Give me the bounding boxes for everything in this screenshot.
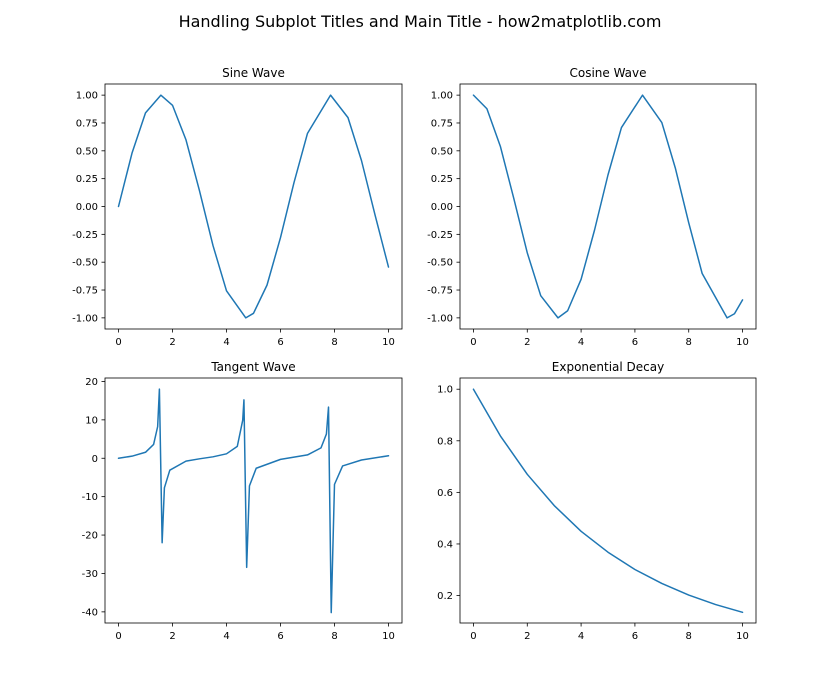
y-tick-label-cosine-1: -0.75 xyxy=(427,286,453,297)
axes-frame-tangent xyxy=(104,377,403,624)
x-tick-label-sine-2: 4 xyxy=(223,337,229,348)
y-tick-label-cosine-4: 0.00 xyxy=(431,202,453,213)
x-tick-label-sine-1: 2 xyxy=(169,337,175,348)
subplot-title-tangent: Tangent Wave xyxy=(210,360,295,374)
y-tick-label-sine-6: 0.50 xyxy=(76,146,98,157)
x-tick-label-tangent-2: 4 xyxy=(223,631,229,642)
x-tick-label-tangent-5: 10 xyxy=(382,631,395,642)
x-tick-label-sine-4: 8 xyxy=(331,337,337,348)
x-tick-label-cosine-0: 0 xyxy=(470,337,476,348)
axes-frame-exponential xyxy=(459,377,757,624)
y-tick-label-tangent-4: 0 xyxy=(92,454,98,465)
x-tick-label-tangent-3: 6 xyxy=(277,631,283,642)
series-line-sine-0 xyxy=(117,94,390,319)
y-tick-label-tangent-1: -30 xyxy=(82,569,98,580)
axes-frame-sine xyxy=(104,83,403,330)
subplot-title-exponential: Exponential Decay xyxy=(552,360,664,374)
x-tick-label-cosine-2: 4 xyxy=(578,337,584,348)
subplot-title-cosine: Cosine Wave xyxy=(569,66,646,80)
subplots-grid: Sine Wave 0 2 4 6 8 10 -1.00 -0.75 -0.50 -0.25 0.00… xyxy=(72,66,757,642)
y-tick-label-tangent-3: -10 xyxy=(82,492,98,503)
y-tick-label-sine-0: -1.00 xyxy=(72,313,98,324)
x-tick-label-tangent-1: 2 xyxy=(169,631,175,642)
y-tick-label-sine-7: 0.75 xyxy=(76,118,98,129)
x-tick-label-exponential-5: 10 xyxy=(736,631,749,642)
series-line-cosine-0 xyxy=(472,94,744,319)
x-tick-label-sine-0: 0 xyxy=(115,337,121,348)
subplot-sine: Sine Wave 0 2 4 6 8 10 -1.00 -0.75 -0.50 -0.25 0.00… xyxy=(72,66,403,348)
y-tick-label-tangent-5: 10 xyxy=(85,415,98,426)
subplot-tangent: Tangent Wave 0 2 4 6 8 10 -40 -30 -20 -10 0 10 20 xyxy=(82,360,403,642)
x-tick-label-exponential-3: 6 xyxy=(632,631,638,642)
y-tick-label-cosine-8: 1.00 xyxy=(431,91,453,102)
x-tick-label-exponential-0: 0 xyxy=(470,631,476,642)
y-tick-label-sine-4: 0.00 xyxy=(76,202,98,213)
figure-title: Handling Subplot Titles and Main Title -… xyxy=(179,12,662,31)
axes-frame-cosine xyxy=(459,83,757,330)
x-tick-label-exponential-2: 4 xyxy=(578,631,584,642)
y-tick-label-sine-8: 1.00 xyxy=(76,91,98,102)
y-tick-label-sine-1: -0.75 xyxy=(72,286,98,297)
x-tick-label-tangent-0: 0 xyxy=(115,631,121,642)
subplot-cosine: Cosine Wave 0 2 4 6 8 10 -1.00 -0.75 -0.50 -0.25 0.… xyxy=(427,66,757,348)
y-tick-label-sine-2: -0.50 xyxy=(72,258,98,269)
y-tick-label-exponential-3: 0.8 xyxy=(437,436,453,447)
series-line-tangent-0 xyxy=(117,388,390,614)
x-tick-label-cosine-4: 8 xyxy=(686,337,692,348)
subplot-title-sine: Sine Wave xyxy=(222,66,285,80)
y-tick-label-sine-5: 0.25 xyxy=(76,174,98,185)
y-tick-label-cosine-3: -0.25 xyxy=(427,230,453,241)
y-tick-label-cosine-2: -0.50 xyxy=(427,258,453,269)
x-tick-label-exponential-1: 2 xyxy=(524,631,530,642)
series-line-exponential-0 xyxy=(472,388,744,614)
y-tick-label-tangent-0: -40 xyxy=(82,607,98,618)
y-tick-label-tangent-2: -20 xyxy=(82,531,98,542)
y-tick-label-exponential-2: 0.6 xyxy=(437,488,453,499)
y-tick-label-cosine-5: 0.25 xyxy=(431,174,453,185)
y-tick-label-exponential-0: 0.2 xyxy=(437,591,453,602)
x-tick-label-sine-5: 10 xyxy=(382,337,395,348)
y-tick-label-tangent-6: 20 xyxy=(85,377,98,388)
y-tick-label-cosine-7: 0.75 xyxy=(431,118,453,129)
x-tick-label-sine-3: 6 xyxy=(277,337,283,348)
x-tick-label-exponential-4: 8 xyxy=(686,631,692,642)
x-tick-label-cosine-3: 6 xyxy=(632,337,638,348)
y-tick-label-cosine-0: -1.00 xyxy=(427,313,453,324)
y-tick-label-exponential-1: 0.4 xyxy=(437,539,453,550)
y-tick-label-exponential-4: 1.0 xyxy=(437,385,453,396)
x-tick-label-cosine-1: 2 xyxy=(524,337,530,348)
subplot-exponential: Exponential Decay 0 2 4 6 8 10 0.2 0.4 0.6 0.8 1.0 xyxy=(437,360,757,642)
y-tick-label-sine-3: -0.25 xyxy=(72,230,98,241)
y-tick-label-cosine-6: 0.50 xyxy=(431,146,453,157)
x-tick-label-tangent-4: 8 xyxy=(331,631,337,642)
x-tick-label-cosine-5: 10 xyxy=(736,337,749,348)
